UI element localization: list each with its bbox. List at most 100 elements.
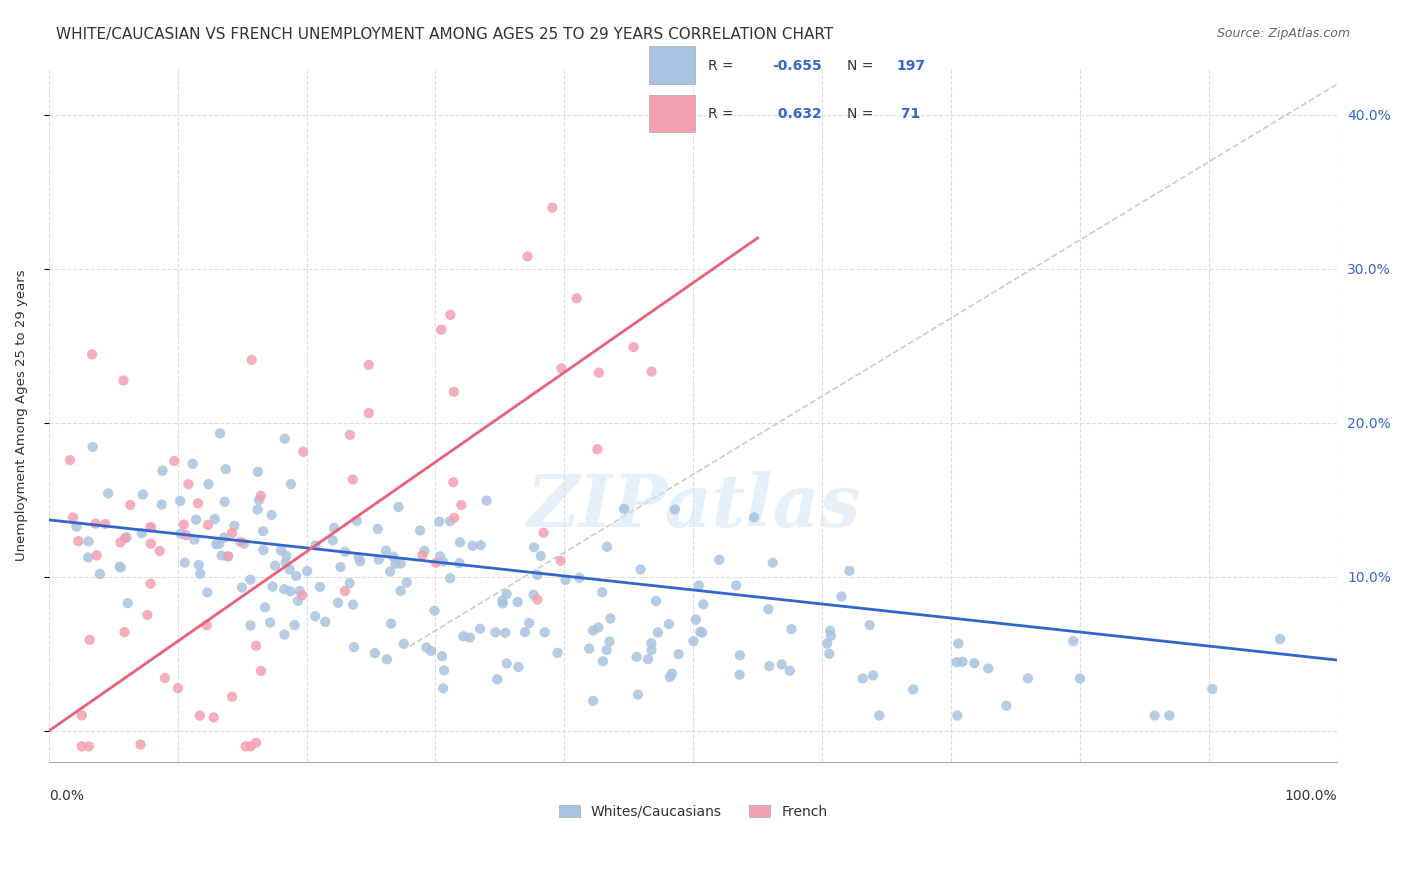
Text: ZIPatlas: ZIPatlas — [526, 471, 860, 541]
Whites/Caucasians — [295, 564, 318, 578]
Whites/Caucasians — [278, 562, 301, 576]
French — [588, 366, 610, 380]
Whites/Caucasians — [647, 625, 669, 640]
French — [112, 374, 135, 388]
French — [221, 690, 243, 704]
Whites/Caucasians — [65, 519, 87, 533]
Whites/Caucasians — [728, 667, 751, 681]
Whites/Caucasians — [728, 648, 751, 663]
French — [443, 384, 465, 399]
Whites/Caucasians — [280, 477, 302, 491]
Whites/Caucasians — [758, 659, 780, 673]
French — [333, 584, 356, 599]
Whites/Caucasians — [645, 594, 668, 608]
Whites/Caucasians — [449, 535, 471, 549]
French — [221, 526, 243, 541]
Whites/Caucasians — [661, 666, 683, 681]
Whites/Caucasians — [188, 566, 211, 581]
Whites/Caucasians — [274, 432, 297, 446]
French — [229, 535, 252, 549]
Whites/Caucasians — [682, 634, 704, 648]
Whites/Caucasians — [491, 596, 513, 610]
French — [129, 738, 152, 752]
French — [139, 520, 162, 534]
French — [197, 517, 219, 532]
Whites/Caucasians — [948, 636, 970, 650]
French — [70, 708, 93, 723]
Whites/Caucasians — [339, 576, 361, 591]
Text: -0.655: -0.655 — [773, 59, 823, 72]
French — [623, 340, 645, 354]
Whites/Caucasians — [323, 521, 346, 535]
Whites/Caucasians — [343, 640, 366, 655]
Text: WHITE/CAUCASIAN VS FRENCH UNEMPLOYMENT AMONG AGES 25 TO 29 YEARS CORRELATION CHA: WHITE/CAUCASIAN VS FRENCH UNEMPLOYMENT A… — [56, 27, 834, 42]
Whites/Caucasians — [664, 502, 686, 516]
Whites/Caucasians — [626, 649, 648, 664]
French — [110, 535, 132, 549]
Whites/Caucasians — [779, 664, 801, 678]
Whites/Caucasians — [859, 618, 882, 632]
Whites/Caucasians — [283, 618, 305, 632]
French — [565, 291, 588, 305]
Whites/Caucasians — [380, 616, 402, 631]
Whites/Caucasians — [513, 625, 536, 640]
French — [114, 531, 136, 545]
Whites/Caucasians — [77, 534, 100, 549]
Whites/Caucasians — [97, 486, 120, 500]
French — [450, 498, 472, 512]
French — [187, 496, 209, 510]
Whites/Caucasians — [212, 531, 235, 545]
Whites/Caucasians — [333, 545, 356, 559]
French — [188, 708, 211, 723]
Whites/Caucasians — [409, 524, 432, 538]
Whites/Caucasians — [274, 556, 297, 570]
Whites/Caucasians — [214, 495, 236, 509]
Whites/Caucasians — [342, 598, 364, 612]
Whites/Caucasians — [613, 501, 636, 516]
Y-axis label: Unemployment Among Ages 25 to 29 years: Unemployment Among Ages 25 to 29 years — [15, 269, 28, 561]
French — [120, 498, 142, 512]
Whites/Caucasians — [389, 583, 412, 598]
Whites/Caucasians — [1159, 708, 1181, 723]
Whites/Caucasians — [758, 602, 780, 616]
French — [586, 442, 609, 457]
Whites/Caucasians — [387, 500, 409, 514]
Whites/Caucasians — [627, 688, 650, 702]
Whites/Caucasians — [526, 567, 548, 582]
Whites/Caucasians — [173, 556, 195, 570]
Text: N =: N = — [846, 59, 877, 72]
Whites/Caucasians — [181, 457, 204, 471]
Whites/Caucasians — [595, 643, 617, 657]
Whites/Caucasians — [818, 624, 841, 638]
Whites/Caucasians — [246, 465, 269, 479]
French — [149, 544, 172, 558]
French — [195, 618, 218, 632]
Whites/Caucasians — [82, 440, 104, 454]
Whites/Caucasians — [389, 557, 412, 571]
Whites/Caucasians — [470, 538, 492, 552]
Whites/Caucasians — [578, 641, 600, 656]
Whites/Caucasians — [742, 510, 765, 524]
Whites/Caucasians — [276, 549, 298, 563]
Whites/Caucasians — [658, 670, 681, 684]
Whites/Caucasians — [692, 597, 714, 611]
French — [235, 739, 257, 754]
Whites/Caucasians — [384, 557, 406, 571]
Whites/Caucasians — [432, 681, 454, 696]
French — [136, 607, 159, 622]
Whites/Caucasians — [420, 644, 443, 658]
Whites/Caucasians — [830, 590, 852, 604]
Whites/Caucasians — [530, 549, 553, 563]
Legend: Whites/Caucasians, French: Whites/Caucasians, French — [553, 799, 834, 824]
Whites/Caucasians — [382, 549, 405, 564]
Whites/Caucasians — [270, 543, 292, 558]
Whites/Caucasians — [977, 661, 1000, 675]
Whites/Caucasians — [946, 708, 969, 723]
French — [250, 664, 273, 678]
Whites/Caucasians — [364, 646, 387, 660]
Whites/Caucasians — [253, 600, 276, 615]
French — [443, 510, 465, 524]
French — [177, 477, 200, 491]
Whites/Caucasians — [640, 636, 662, 650]
Whites/Caucasians — [952, 655, 974, 669]
